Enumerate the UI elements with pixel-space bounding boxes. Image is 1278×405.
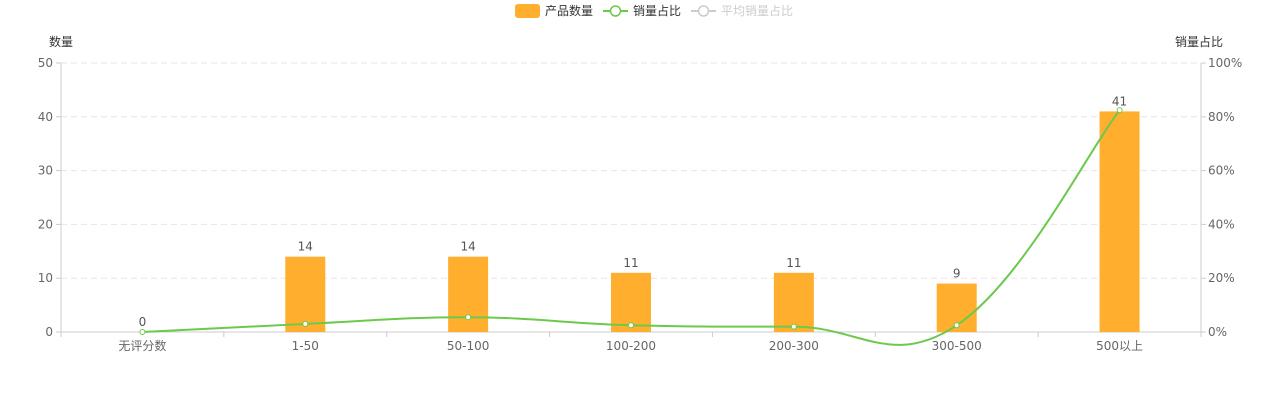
x-tick-label: 1-50 — [292, 339, 319, 353]
legend-label: 销量占比 — [633, 3, 681, 18]
bar-value-label: 11 — [623, 256, 638, 270]
legend-bar-swatch — [515, 4, 540, 18]
y-right-axis-title: 销量占比 — [1175, 34, 1223, 49]
bar-value-label: 0 — [139, 315, 147, 329]
legend-line-marker — [697, 5, 710, 17]
x-tick-label: 无评分数 — [118, 338, 166, 353]
y-left-tick-label: 50 — [38, 56, 53, 70]
line-point — [139, 329, 146, 335]
data-labels: 0 14 14 11 11 9 41 — [139, 94, 1128, 329]
line-point — [953, 322, 960, 329]
legend-item[interactable]: 销量占比 — [603, 3, 681, 18]
line-point — [1116, 107, 1123, 114]
legend: 产品数量 销量占比 平均销量占比 — [515, 3, 793, 18]
bar — [285, 256, 326, 332]
bar — [1099, 111, 1140, 332]
line-series — [139, 107, 1123, 346]
x-tick-label: 300-500 — [932, 339, 982, 353]
y-right-tick-label: 20% — [1208, 271, 1235, 285]
y-left-tick-label: 0 — [45, 325, 53, 339]
line-point — [628, 322, 634, 329]
legend-item[interactable]: 平均销量占比 — [691, 3, 793, 18]
bar-value-label: 11 — [786, 256, 801, 270]
line-point — [302, 320, 309, 327]
y-left-tick-label: 10 — [38, 271, 53, 285]
bar-value-label: 14 — [461, 240, 476, 254]
y-right-tick-label: 40% — [1208, 217, 1235, 231]
y-left-axis-title: 数量 — [49, 34, 73, 49]
bar — [773, 272, 814, 332]
legend-label: 产品数量 — [545, 3, 593, 18]
legend-item[interactable]: 产品数量 — [515, 3, 593, 18]
y-right-tick-label: 100% — [1208, 56, 1242, 70]
x-tick-label: 100-200 — [606, 339, 656, 353]
bar — [448, 256, 489, 332]
bar-series — [285, 111, 1140, 332]
y-right-tick-label: 80% — [1208, 110, 1235, 124]
line-point — [465, 314, 472, 321]
legend-label: 平均销量占比 — [721, 3, 793, 18]
line-point — [790, 323, 797, 330]
y-right-tick-label: 60% — [1208, 164, 1235, 178]
x-tick-label: 50-100 — [447, 339, 490, 353]
x-tick-label: 500以上 — [1096, 339, 1143, 353]
bar-value-label: 14 — [298, 240, 313, 254]
y-left-tick-label: 40 — [38, 110, 53, 124]
x-tick-label: 200-300 — [769, 339, 819, 353]
bar-value-label: 41 — [1112, 94, 1127, 108]
bar — [611, 272, 651, 332]
axes: 0 10 20 30 40 50 0% 20% 40% 60% 80% 100% 无评分数 1-50 50-… — [38, 56, 1243, 353]
y-left-tick-label: 20 — [38, 217, 53, 231]
bar-value-label: 9 — [953, 267, 961, 281]
y-right-tick-label: 0% — [1208, 325, 1227, 339]
legend-line-marker — [609, 5, 622, 17]
y-left-tick-label: 30 — [38, 164, 53, 178]
